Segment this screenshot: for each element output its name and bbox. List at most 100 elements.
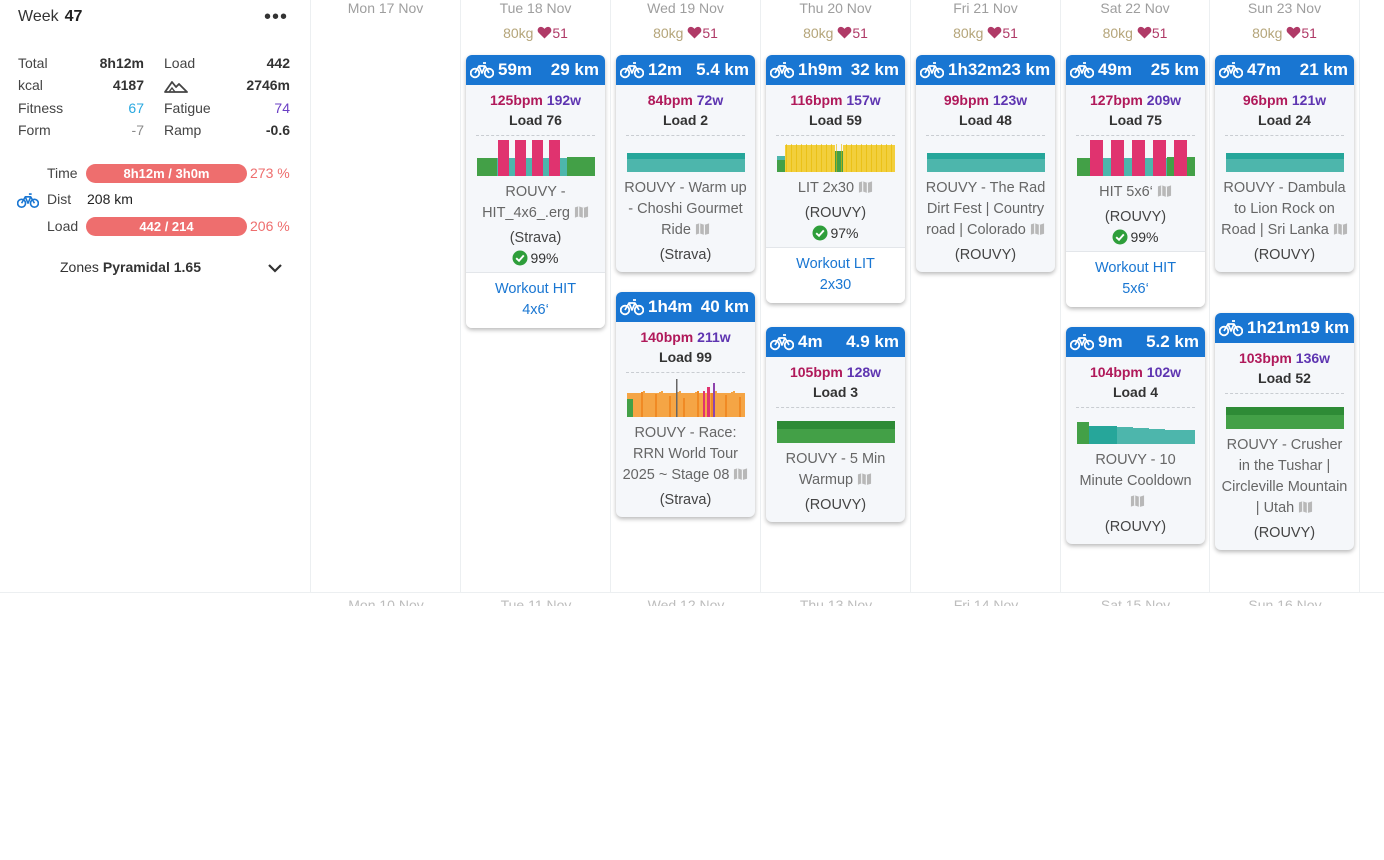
day-wellness: 80kg 51 [911, 25, 1060, 41]
hrv-value: 51 [1002, 25, 1018, 41]
day-column: Mon 17 Nov [311, 0, 461, 592]
compliance-value: 99% [530, 250, 559, 266]
heart-icon [837, 25, 852, 41]
activity-body: 84bpm 72w Load 2 ROUVY - Warm up - Choshi … [616, 85, 755, 272]
total-value: 8h12m [99, 55, 144, 71]
zones-summary[interactable]: Zones Pyramidal 1.65 [60, 259, 201, 275]
kcal-label: kcal [18, 77, 43, 93]
bike-icon [770, 61, 798, 79]
activity-card[interactable]: 1h32m 23 km 99bpm 123w Load 48 ROUVY - The R… [916, 55, 1055, 272]
activity-duration: 1h9m [798, 60, 843, 79]
activity-source: (Strava) [509, 230, 562, 246]
day-header: Sat 22 Nov [1100, 0, 1170, 16]
workout-link[interactable]: Workout LIT 2x30 [766, 247, 905, 303]
activity-title[interactable]: ROUVY - 5 Min Warmup [772, 449, 899, 493]
activity-distance: 5.4 km [696, 60, 749, 79]
activity-card[interactable]: 49m 25 km 127bpm 209w Load 75 HIT 5x6‘ (ROUVY… [1066, 55, 1205, 307]
activity-title-text: ROUVY - Dambula to Lion Rock on Road | S… [1221, 180, 1346, 238]
bike-icon [1070, 61, 1098, 79]
activity-duration: 4m [798, 332, 823, 351]
activity-card[interactable]: 1h4m 40 km 140bpm 211w Load 99 ROUVY - Race:… [616, 292, 755, 517]
activity-title[interactable]: ROUVY - Race: RRN World Tour 2025 ~ Stag… [622, 423, 749, 488]
activity-load: Load 24 [1258, 112, 1311, 128]
map-icon [1157, 184, 1172, 205]
day-column: Thu 20 Nov 80kg 51 [761, 0, 911, 592]
activity-body: 125bpm 192w Load 76 ROUVY - HIT_4x6_.erg (S… [466, 85, 605, 272]
compliance: 97% [772, 225, 899, 241]
activity-card[interactable]: 1h9m 32 km 116bpm 157w Load 59 LIT 2x30 (ROUV… [766, 55, 905, 303]
day-column: Sun 23 Nov 80kg 51 [1210, 0, 1360, 592]
activity-card[interactable]: 59m 29 km 125bpm 192w Load 76 ROUVY - HIT_4x… [466, 55, 605, 328]
goal-load-percent: 206 % [250, 218, 290, 234]
map-icon [1298, 500, 1313, 521]
activity-chart [1221, 405, 1348, 429]
activity-hr-power: 99bpm 123w [922, 92, 1049, 108]
activity-header[interactable]: 49m 25 km [1066, 55, 1205, 85]
activity-header[interactable]: 4m 4.9 km [766, 327, 905, 357]
bike-icon [1219, 319, 1247, 337]
activity-chart [772, 142, 899, 172]
activity-header[interactable]: 1h21m 19 km [1215, 313, 1354, 343]
form-value: -7 [131, 122, 144, 138]
activity-header[interactable]: 47m 21 km [1215, 55, 1354, 85]
divider [1225, 393, 1344, 394]
activity-title[interactable]: LIT 2x30 [772, 178, 899, 201]
activity-title[interactable]: ROUVY - HIT_4x6_.erg [472, 182, 599, 226]
map-icon [1030, 222, 1045, 243]
map-icon [1333, 222, 1348, 243]
activity-header[interactable]: 12m 5.4 km [616, 55, 755, 85]
activity-load: Load 4 [1112, 384, 1159, 400]
workout-link[interactable]: Workout HIT 5x6‘ [1066, 251, 1205, 307]
load-label: Load [164, 55, 196, 71]
activity-distance: 40 km [700, 297, 749, 316]
bike-icon [620, 61, 648, 79]
activity-title[interactable]: ROUVY - Crusher in the Tushar | Circlevi… [1221, 435, 1348, 521]
activity-card[interactable]: 4m 4.9 km 105bpm 128w Load 3 ROUVY - 5 Min W… [766, 327, 905, 522]
activity-card[interactable]: 1h21m 19 km 103bpm 136w Load 52 ROUVY - Crus… [1215, 313, 1354, 550]
activity-card[interactable]: 12m 5.4 km 84bpm 72w Load 2 ROUVY - Warm up … [616, 55, 755, 272]
activity-title[interactable]: ROUVY - The Rad Dirt Fest | Country road… [922, 178, 1049, 243]
more-horizontal-icon[interactable]: ••• [264, 6, 289, 28]
bike-icon [620, 298, 648, 316]
avg-power: 211w [697, 329, 731, 345]
activity-title-text: ROUVY - Warm up - Choshi Gourmet Ride [624, 180, 747, 238]
check-circle-icon [512, 250, 530, 266]
activity-title[interactable]: ROUVY - Warm up - Choshi Gourmet Ride [622, 178, 749, 243]
map-icon [857, 472, 872, 493]
goal-time-percent: 273 % [250, 165, 290, 181]
activity-header[interactable]: 1h32m 23 km [916, 55, 1055, 85]
activity-hr-power: 127bpm 209w [1072, 92, 1199, 108]
compliance: 99% [472, 250, 599, 266]
activity-body: 99bpm 123w Load 48 ROUVY - The Rad Dirt Fe… [916, 85, 1055, 272]
climb-value: 2746m [246, 77, 290, 93]
activity-distance: 29 km [550, 60, 599, 79]
bike-icon [16, 192, 40, 214]
activity-load: Load 75 [1109, 112, 1162, 128]
activity-distance: 32 km [850, 60, 899, 79]
activity-hr-power: 140bpm 211w [622, 329, 749, 345]
map-icon [858, 180, 873, 201]
activity-title[interactable]: ROUVY - 10 Minute Cooldown [1072, 450, 1199, 515]
avg-heart-rate: 99bpm [943, 92, 989, 108]
activity-hr-power: 96bpm 121w [1221, 92, 1348, 108]
activity-header[interactable]: 9m 5.2 km [1066, 327, 1205, 357]
activity-header[interactable]: 1h9m 32 km [766, 55, 905, 85]
activity-distance: 23 km [1001, 60, 1051, 79]
map-icon [733, 467, 748, 488]
activity-title[interactable]: HIT 5x6‘ [1072, 182, 1199, 205]
ramp-label: Ramp [164, 122, 202, 138]
chevron-down-icon[interactable] [267, 261, 283, 279]
activity-header[interactable]: 1h4m 40 km [616, 292, 755, 322]
hrv-value: 51 [1151, 25, 1168, 41]
day-wellness: 80kg 51 [611, 25, 760, 41]
activity-chart [1072, 422, 1199, 444]
activity-title[interactable]: ROUVY - Dambula to Lion Rock on Road | S… [1221, 178, 1348, 243]
activity-header[interactable]: 59m 29 km [466, 55, 605, 85]
workout-link[interactable]: Workout HIT 4x6‘ [466, 272, 605, 328]
map-icon [695, 222, 710, 243]
activity-card[interactable]: 9m 5.2 km 104bpm 102w Load 4 ROUVY - 10 Minu… [1066, 327, 1205, 544]
activity-hr-power: 104bpm 102w [1072, 364, 1199, 380]
heart-icon [987, 25, 1002, 41]
activity-card[interactable]: 47m 21 km 96bpm 121w Load 24 ROUVY - Dambula… [1215, 55, 1354, 272]
divider [926, 135, 1045, 136]
